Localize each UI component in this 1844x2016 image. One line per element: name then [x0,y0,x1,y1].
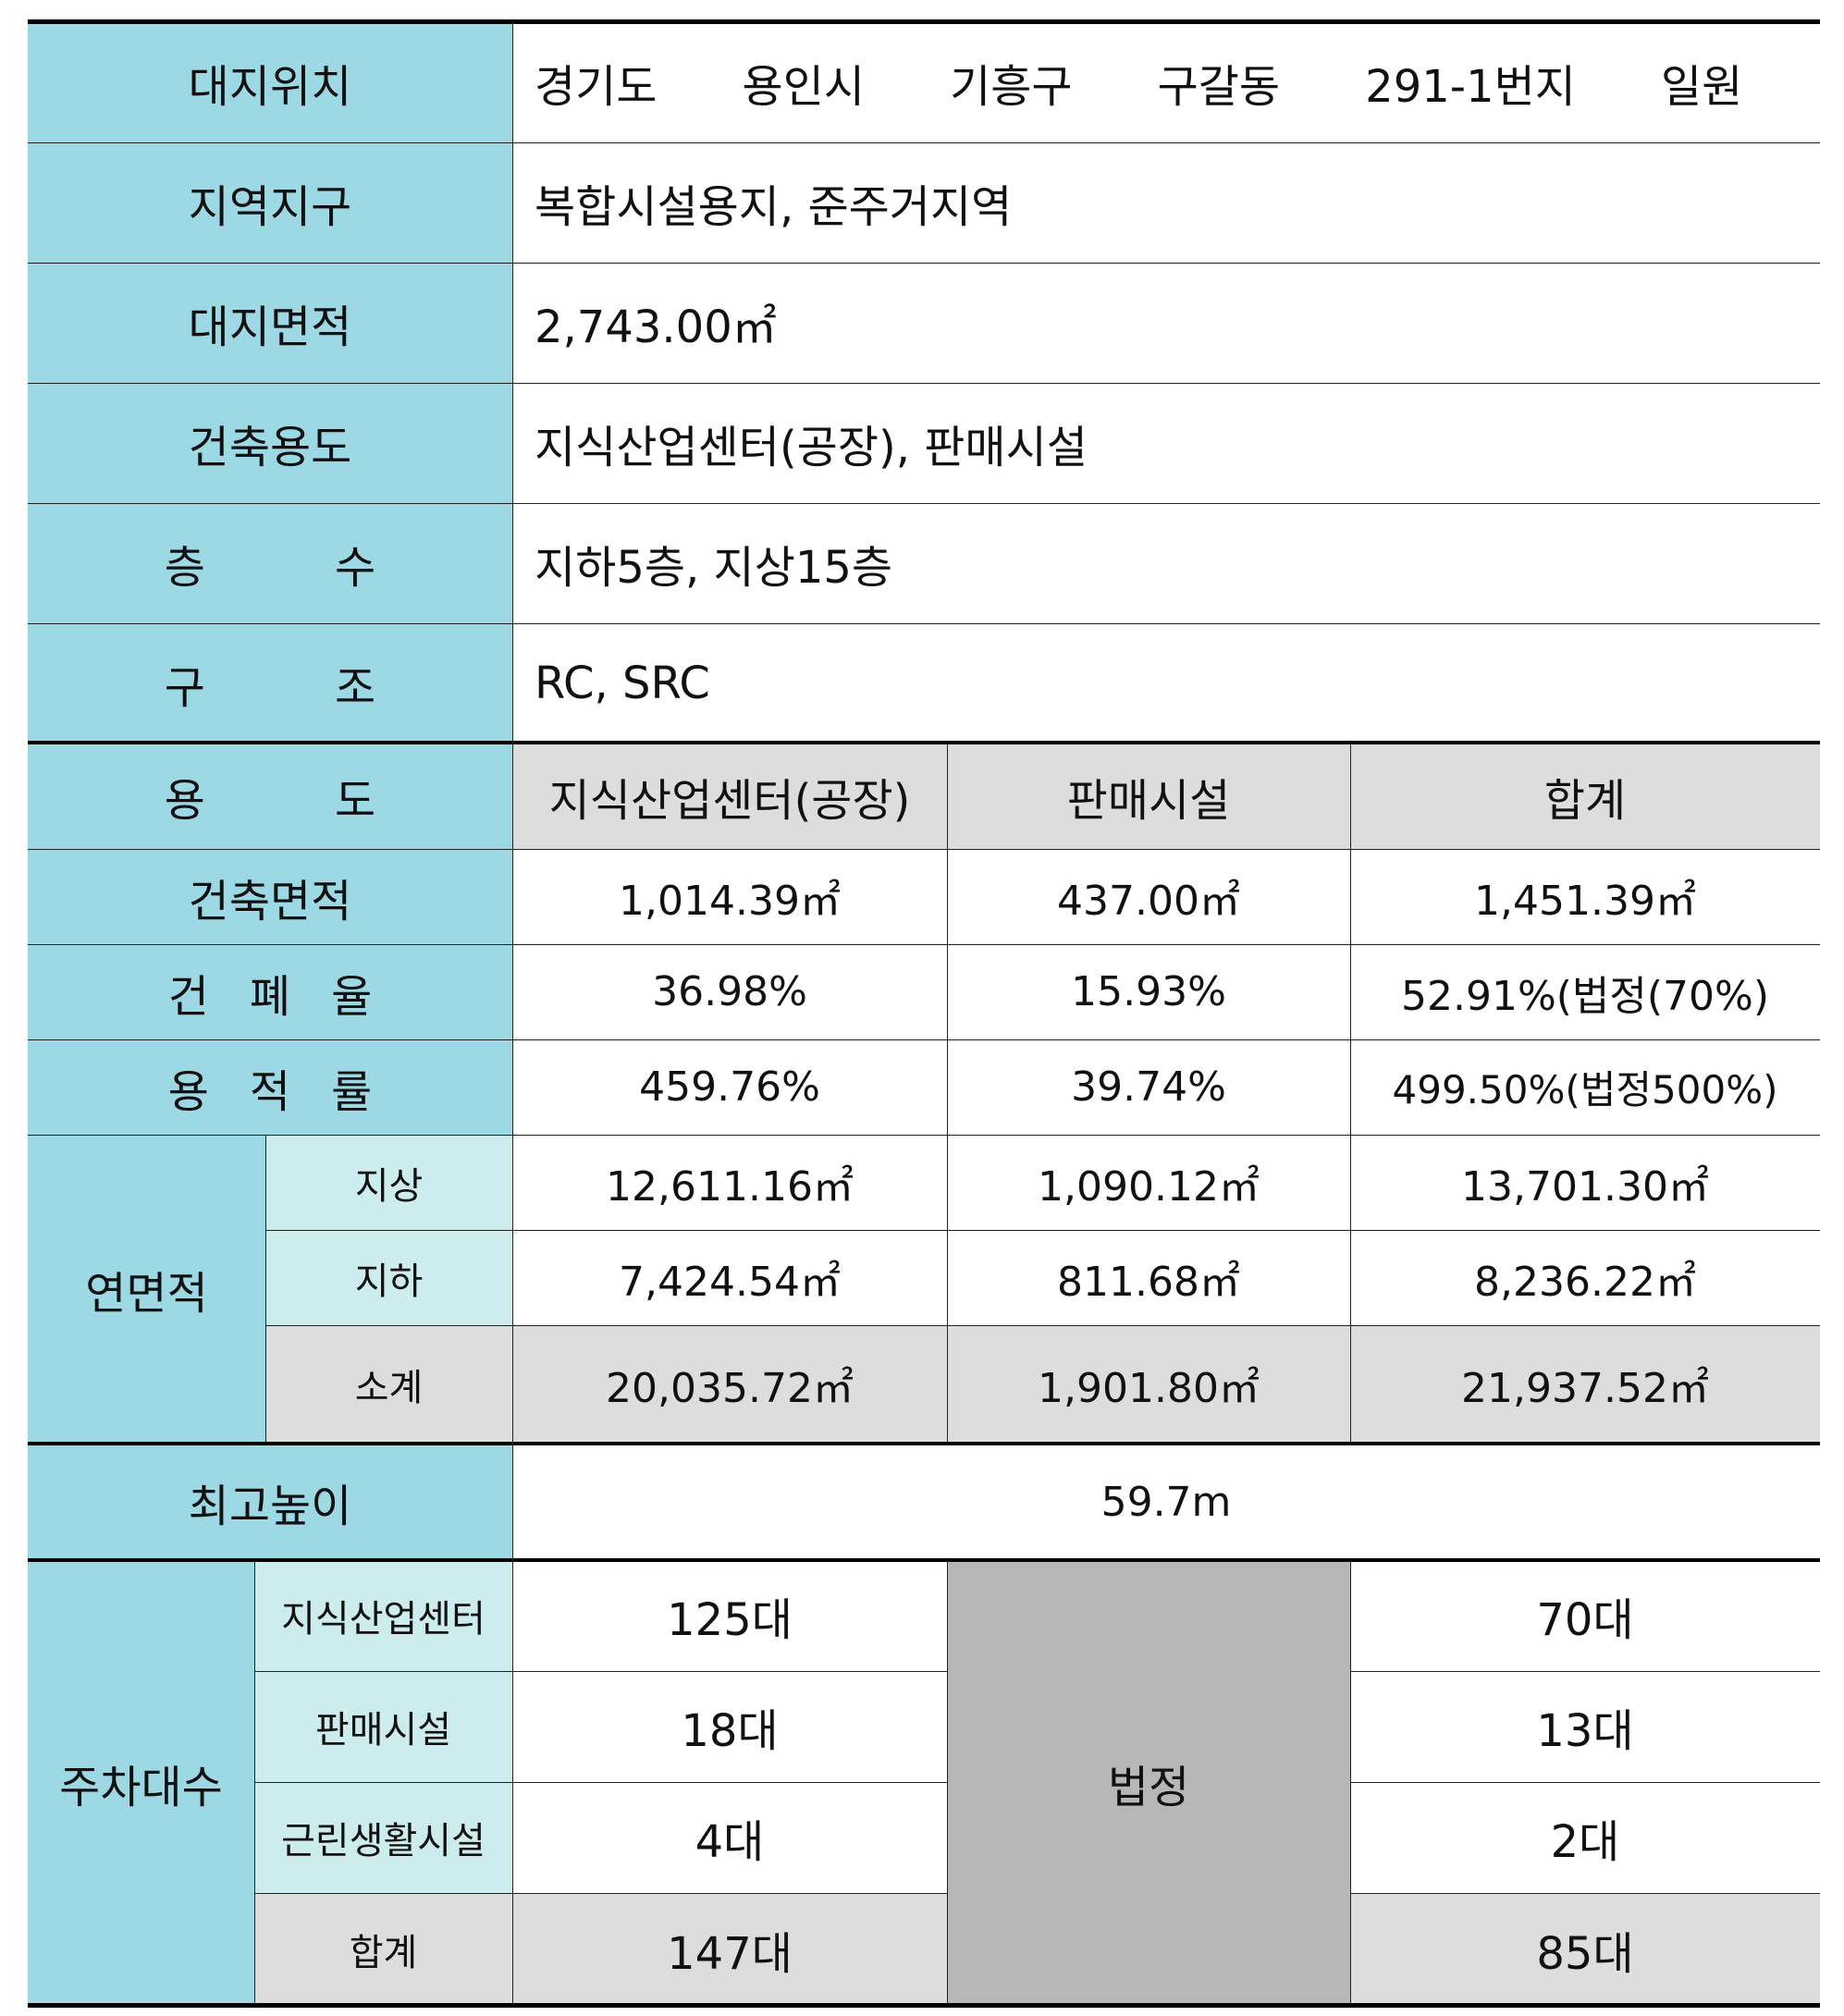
gfa-above-label: 지상 [265,1135,512,1230]
row-divider [28,142,1820,143]
parking-label: 주차대수 [28,1560,254,2005]
row-divider [254,1782,947,1783]
floors-label: 층 수 [28,503,512,623]
row-divider [1350,1782,1820,1783]
row-divider [28,383,1820,384]
site-area-value: 2,743.00㎡ [512,263,1820,383]
column-header-retail: 판매시설 [947,744,1350,849]
structure-label: 구 조 [28,623,512,744]
row-divider [28,1135,1820,1136]
gfa-subtotal-retail: 1,901.80㎡ [947,1325,1350,1444]
parking-row-factory-count: 125대 [512,1560,947,1671]
building-area-label: 건축면적 [28,849,512,944]
column-divider [254,1560,255,2003]
row-divider [265,1325,1820,1326]
column-header-factory: 지식산업센터(공장) [512,744,947,849]
gfa-above-retail: 1,090.12㎡ [947,1135,1350,1230]
zoning-label: 지역지구 [28,142,512,263]
building-use-label: 건축용도 [28,383,512,503]
column-divider [947,744,948,1442]
parking-row-total-legal: 85대 [1350,1893,1820,2005]
gfa-below-retail: 811.68㎡ [947,1230,1350,1325]
building-area-factory: 1,014.39㎡ [512,849,947,944]
column-divider [265,1135,266,1442]
coverage-ratio-label: 건 폐 율 [28,944,512,1039]
parking-row-retail-legal: 13대 [1350,1671,1820,1782]
gross-floor-area-label: 연면적 [28,1135,265,1444]
floor-area-ratio-factory: 459.76% [512,1039,947,1135]
column-divider [512,22,513,2003]
floor-area-ratio-label: 용 적 률 [28,1039,512,1135]
floor-area-ratio-retail: 39.74% [947,1039,1350,1135]
structure-value: RC, SRC [512,623,1820,744]
floors-value: 지하5층, 지상15층 [512,503,1820,623]
parking-row-neighborhood-legal: 2대 [1350,1782,1820,1893]
row-divider [254,1893,947,1894]
parking-row-retail-label: 판매시설 [254,1671,512,1782]
max-height-value: 59.7m [512,1444,1820,1560]
site-location-value: 경기도 용인시 기흥구 구갈동 291-1번지 일원 [512,22,1820,142]
gfa-above-factory: 12,611.16㎡ [512,1135,947,1230]
section-divider [28,741,1820,744]
row-divider [1350,1671,1820,1672]
coverage-ratio-retail: 15.93% [947,944,1350,1039]
gfa-above-total: 13,701.30㎡ [1350,1135,1820,1230]
floor-area-ratio-total: 499.50%(법정500%) [1350,1039,1820,1135]
parking-row-factory-label: 지식산업센터 [254,1560,512,1671]
site-area-label: 대지면적 [28,263,512,383]
row-divider [28,944,1820,945]
gfa-below-total: 8,236.22㎡ [1350,1230,1820,1325]
row-divider [28,1039,1820,1040]
row-divider [28,263,1820,264]
column-divider [1350,1560,1351,2003]
gfa-subtotal-total: 21,937.52㎡ [1350,1325,1820,1444]
parking-row-factory-legal: 70대 [1350,1560,1820,1671]
row-divider [254,1671,947,1672]
gfa-subtotal-label: 소계 [265,1325,512,1444]
parking-row-total-count: 147대 [512,1893,947,2005]
building-area-total: 1,451.39㎡ [1350,849,1820,944]
parking-legal-label: 법정 [947,1560,1350,2005]
section-divider [28,1558,1820,1562]
column-header-total: 합계 [1350,744,1820,849]
table-top-border [28,19,1820,24]
table-bottom-border [28,2003,1820,2008]
coverage-ratio-total: 52.91%(법정(70%) [1350,944,1820,1039]
gfa-subtotal-factory: 20,035.72㎡ [512,1325,947,1444]
use-header-label: 용 도 [28,744,512,849]
coverage-ratio-factory: 36.98% [512,944,947,1039]
parking-row-total-label: 합계 [254,1893,512,2005]
gfa-below-factory: 7,424.54㎡ [512,1230,947,1325]
parking-row-neighborhood-label: 근린생활시설 [254,1782,512,1893]
column-divider [1350,744,1351,1442]
row-divider [1350,1893,1820,1894]
row-divider [265,1230,1820,1231]
section-divider [28,1442,1820,1445]
gfa-below-label: 지하 [265,1230,512,1325]
max-height-label: 최고높이 [28,1444,512,1560]
row-divider [28,623,1820,624]
column-divider [947,1560,948,2003]
parking-row-retail-count: 18대 [512,1671,947,1782]
parking-row-neighborhood-count: 4대 [512,1782,947,1893]
row-divider [28,849,1820,850]
site-location-label: 대지위치 [28,22,512,142]
building-use-value: 지식산업센터(공장), 판매시설 [512,383,1820,503]
row-divider [28,503,1820,504]
zoning-value: 복합시설용지, 준주거지역 [512,142,1820,263]
building-area-retail: 437.00㎡ [947,849,1350,944]
